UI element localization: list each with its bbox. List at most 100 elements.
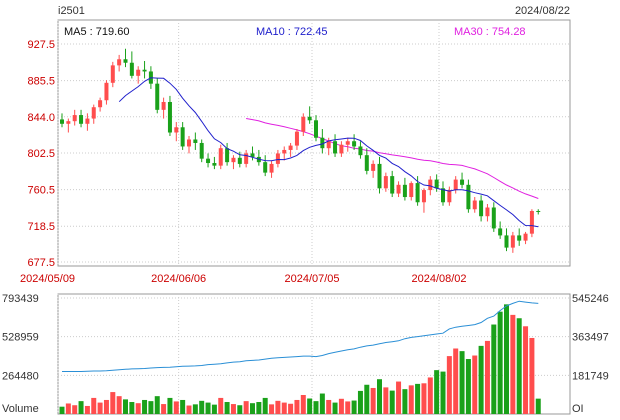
volume-bar (288, 403, 294, 414)
candle-body (345, 141, 350, 145)
candle-body (320, 137, 325, 149)
volume-bar (230, 404, 236, 414)
volume-bar (256, 402, 262, 414)
volume-bar (338, 398, 344, 414)
volume-bar (154, 396, 160, 414)
candle-body (402, 184, 407, 198)
candle-body (339, 144, 344, 154)
volume-bar (319, 393, 325, 414)
candle-body (529, 210, 534, 234)
candlesticks (60, 48, 541, 253)
candle-body (269, 163, 274, 173)
date-tick-label: 2024/05/09 (20, 273, 75, 285)
candle-body (79, 115, 84, 124)
candle-body (523, 233, 528, 241)
candle-body (441, 188, 445, 203)
volume-bar (123, 399, 128, 414)
volume-bar (345, 401, 351, 414)
oi-tick-label: 545246 (572, 293, 609, 305)
price-tick-label: 844.0 (27, 112, 55, 124)
volume-bar (135, 403, 141, 414)
volume-bar (472, 355, 478, 414)
volume-bar (370, 387, 376, 414)
volume-bar (377, 379, 382, 414)
volume-bar (332, 402, 338, 414)
candle-body (415, 183, 420, 203)
chart-date: 2024/08/22 (515, 5, 570, 17)
candle-body (263, 162, 268, 173)
candle-body (212, 163, 217, 166)
volume-bar (453, 348, 459, 414)
candle-body (206, 158, 211, 164)
volume-bar (97, 402, 103, 414)
volume-bar (72, 405, 78, 414)
price-tick-label: 885.5 (27, 76, 55, 88)
volume-bar (91, 397, 97, 414)
volume-bar (402, 389, 408, 414)
candle-body (193, 139, 198, 143)
candle-body (72, 115, 77, 122)
candle-body (326, 141, 331, 149)
candle-body (352, 141, 357, 147)
volume-bar (484, 340, 490, 414)
candle-body (91, 107, 96, 119)
volume-bar (59, 406, 65, 414)
candle-body (231, 157, 236, 163)
volume-bar (389, 390, 395, 414)
candle-body (180, 127, 185, 147)
candle-body (142, 69, 147, 72)
candle-body (479, 200, 484, 217)
date-axis: 2024/05/09 2024/06/06 2024/07/05 2024/08/02 (20, 273, 467, 285)
date-tick-label: 2024/06/06 (151, 273, 206, 285)
volume-bar (186, 405, 192, 414)
ma5-label: MA5 : 719.60 (64, 26, 129, 38)
candle-body (453, 179, 458, 191)
volume-bar (478, 345, 484, 414)
volume-bar (421, 383, 427, 414)
volume-bar (446, 356, 452, 414)
volume-bar (84, 405, 90, 414)
candle-body (314, 120, 318, 138)
candle-body (237, 157, 242, 164)
candle-body (85, 118, 90, 124)
volume-bar (529, 337, 535, 414)
volume-bar (142, 399, 148, 414)
oi-tick-label: 181749 (572, 370, 609, 382)
candle-body (472, 200, 477, 210)
volume-bar (205, 402, 211, 414)
candle-body (282, 149, 287, 154)
oi-path (62, 300, 539, 372)
candle-body (409, 183, 414, 198)
candle-body (161, 101, 166, 110)
candle-body (155, 83, 160, 110)
candle-body (333, 141, 338, 154)
oi-axis-label: OI (572, 403, 584, 415)
volume-bar (396, 381, 402, 414)
candle-body (485, 207, 490, 217)
price-axis: 927.5 885.5 844.0 802.5 760.5 718.5 677.5 (27, 39, 55, 269)
volume-bar (415, 383, 421, 414)
volume-bar (148, 401, 154, 414)
volume-bar (307, 398, 313, 414)
candle-body (364, 155, 369, 171)
volume-axis: 793439 528959 264480 (2, 293, 39, 382)
volume-bar (269, 404, 275, 414)
volume-bar (313, 401, 319, 414)
volume-bar (351, 400, 357, 414)
oi-axis: 545246 363497 181749 (572, 293, 609, 382)
candle-body (275, 153, 280, 164)
candle-body (428, 179, 433, 191)
candle-body (294, 131, 299, 146)
volume-bar (116, 396, 122, 414)
volume-bar (427, 377, 433, 414)
volume-bar (300, 394, 306, 414)
price-tick-label: 802.5 (27, 148, 55, 160)
volume-bar (516, 318, 522, 414)
volume-bar (250, 403, 255, 414)
candle-body (460, 179, 465, 185)
candle-body (110, 65, 115, 83)
volume-bar (275, 400, 281, 414)
oi-line (62, 300, 539, 372)
volume-bar (110, 392, 116, 414)
